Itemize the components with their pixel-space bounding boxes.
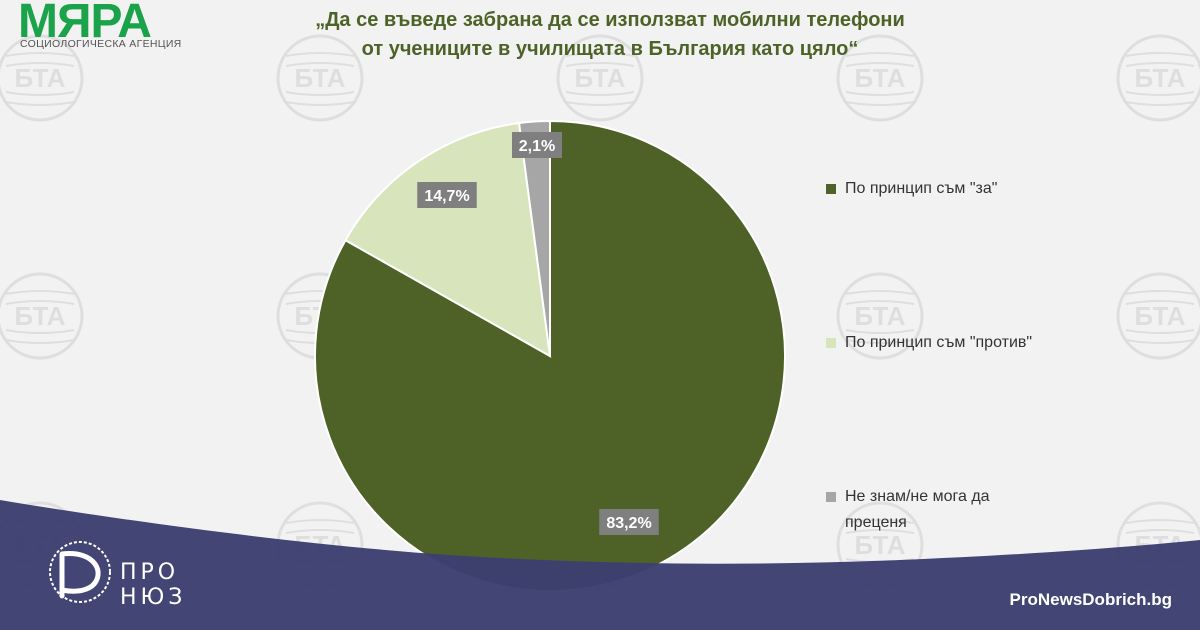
bta-watermark-text: БТА — [854, 530, 905, 560]
data-label-dont-know-text: 2,1% — [519, 138, 555, 155]
bta-watermark-text: БТА — [574, 63, 625, 93]
chart-title-line-1: „Да се въведе забрана да се използват мо… — [315, 9, 905, 31]
data-label-against: 14,7% — [417, 182, 477, 208]
site-url: ProNewsDobrich.bg — [1009, 590, 1172, 609]
bta-watermark-text: БТА — [854, 301, 905, 331]
pie-slice-against — [344, 121, 552, 358]
pronews-brand-line-2: НЮЗ — [120, 585, 187, 610]
data-label-for: 83,2% — [599, 509, 659, 535]
pronews-brand: ПРО НЮЗ — [120, 560, 186, 610]
myara-logo: МЯРА — [18, 0, 152, 48]
pronews-logo-icon — [49, 541, 111, 603]
bta-watermark-1-3: БТА — [836, 272, 924, 360]
bta-watermark-1-4: БТА — [1116, 272, 1200, 360]
pie-data-labels: 83,2% 14,7% 2,1% — [417, 132, 659, 535]
data-label-for-text: 83,2% — [606, 515, 651, 532]
bta-watermark-0-1: БТА — [276, 34, 364, 122]
pronews-brand-line-1: ПРО — [120, 560, 180, 585]
legend-item-for: По принцип съм "за" — [826, 176, 1126, 202]
data-label-dont-know: 2,1% — [512, 132, 562, 158]
legend-swatch-for — [826, 184, 836, 194]
bta-watermark-text: БТА — [14, 301, 65, 331]
chart-title: „Да се въведе забрана да се използват мо… — [230, 6, 990, 64]
bta-watermark-text: БТА — [14, 63, 65, 93]
pie-chart — [314, 119, 786, 592]
bta-watermark-0-2: БТА — [556, 34, 644, 122]
bta-watermark-text: БТА — [1134, 301, 1185, 331]
pie-slice-dont-know — [517, 119, 551, 357]
bta-watermark-1-0: БТА — [0, 272, 84, 360]
legend-swatch-against — [826, 338, 836, 348]
data-label-against-text: 14,7% — [424, 188, 469, 205]
legend-label-against: По принцип съм "против" — [845, 334, 1033, 351]
footer-band — [0, 500, 1200, 630]
myara-logo-subtitle: СОЦИОЛОГИЧЕСКА АГЕНЦИЯ — [20, 38, 182, 50]
legend-swatch-dont-know — [826, 492, 836, 502]
bta-watermark-0-3: БТА — [836, 34, 924, 122]
bta-watermark-text: БТА — [294, 63, 345, 93]
bta-watermark-0-0: БТА — [0, 34, 84, 122]
chart-title-line-2: от учениците в училищата в България като… — [361, 38, 859, 60]
legend-item-against: По принцип съм "против" — [826, 330, 1126, 356]
legend-label-for: По принцип съм "за" — [845, 180, 998, 197]
legend-item-dont-know: Не знам/не мога да преценя — [826, 484, 1036, 536]
bta-watermark-text: БТА — [854, 63, 905, 93]
bta-watermark-text: БТА — [1134, 63, 1185, 93]
legend-label-dont-know: Не знам/не мога да преценя — [845, 488, 990, 531]
bta-watermark-0-4: БТА — [1116, 34, 1200, 122]
